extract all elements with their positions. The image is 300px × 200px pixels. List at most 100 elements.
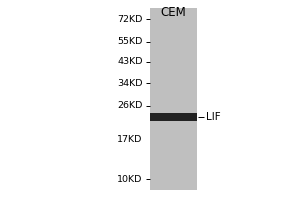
- Bar: [150, 20, 196, 21]
- Bar: [150, 104, 196, 105]
- Bar: [150, 165, 196, 166]
- Bar: [150, 72, 196, 73]
- Bar: [150, 53, 196, 54]
- Text: 34KD: 34KD: [117, 79, 142, 88]
- Bar: [150, 108, 196, 109]
- Bar: [150, 83, 196, 84]
- Bar: [150, 95, 196, 96]
- Bar: [150, 36, 196, 37]
- Bar: [150, 168, 196, 169]
- Text: LIF: LIF: [206, 112, 220, 122]
- Bar: [150, 127, 196, 128]
- Bar: [150, 21, 196, 22]
- Bar: [150, 49, 196, 50]
- Bar: [150, 149, 196, 150]
- Bar: [150, 154, 196, 155]
- Bar: [150, 9, 196, 10]
- Bar: [150, 110, 196, 111]
- Bar: [150, 19, 196, 20]
- Bar: [150, 13, 196, 14]
- Bar: [150, 67, 196, 68]
- Bar: [150, 65, 196, 66]
- Bar: [150, 91, 196, 92]
- Bar: [150, 146, 196, 147]
- Bar: [150, 139, 196, 140]
- Bar: [150, 166, 196, 167]
- Text: 26KD: 26KD: [117, 101, 142, 110]
- Bar: [150, 114, 196, 115]
- Bar: [150, 61, 196, 62]
- Bar: [150, 171, 196, 172]
- Bar: [150, 75, 196, 76]
- Bar: [150, 126, 196, 127]
- Bar: [150, 35, 196, 36]
- Bar: [150, 76, 196, 77]
- Bar: [150, 143, 196, 144]
- Bar: [150, 34, 196, 35]
- Bar: [150, 140, 196, 141]
- Bar: [150, 41, 196, 42]
- Bar: [150, 117, 196, 118]
- Bar: [150, 55, 196, 56]
- Bar: [150, 120, 196, 121]
- Bar: [150, 60, 196, 61]
- Bar: [150, 17, 196, 18]
- Bar: [150, 124, 196, 125]
- Bar: [150, 185, 196, 186]
- Bar: [150, 89, 196, 90]
- Bar: [150, 178, 196, 179]
- Bar: [150, 176, 196, 177]
- Bar: [150, 130, 196, 131]
- Bar: [150, 160, 196, 161]
- Bar: [150, 32, 196, 33]
- Bar: [150, 71, 196, 72]
- Bar: [150, 12, 196, 13]
- Bar: [150, 177, 196, 178]
- Bar: [150, 138, 196, 139]
- Bar: [150, 119, 196, 120]
- Bar: [150, 122, 196, 123]
- Bar: [150, 56, 196, 57]
- Bar: [150, 78, 196, 79]
- Bar: [150, 187, 196, 188]
- Bar: [150, 155, 196, 156]
- Text: 10KD: 10KD: [117, 174, 142, 184]
- Text: 17KD: 17KD: [117, 134, 142, 144]
- Bar: [150, 105, 196, 106]
- Bar: [150, 24, 196, 25]
- Bar: [150, 186, 196, 187]
- Bar: [150, 99, 196, 100]
- Bar: [150, 98, 196, 99]
- Bar: [150, 113, 196, 114]
- Bar: [150, 173, 196, 174]
- Bar: [150, 63, 196, 64]
- Bar: [150, 136, 196, 137]
- Bar: [150, 11, 196, 12]
- Bar: [150, 10, 196, 11]
- Bar: [150, 134, 196, 135]
- Bar: [150, 113, 196, 121]
- Bar: [150, 148, 196, 149]
- Bar: [150, 48, 196, 49]
- Bar: [150, 68, 196, 69]
- Bar: [150, 141, 196, 142]
- Bar: [150, 152, 196, 153]
- Bar: [150, 175, 196, 176]
- Bar: [150, 180, 196, 181]
- Bar: [150, 153, 196, 154]
- Bar: [150, 164, 196, 165]
- Bar: [150, 29, 196, 30]
- Bar: [150, 54, 196, 55]
- Bar: [150, 26, 196, 27]
- Bar: [150, 115, 196, 116]
- Bar: [150, 40, 196, 41]
- Bar: [150, 118, 196, 119]
- Bar: [150, 184, 196, 185]
- Bar: [150, 107, 196, 108]
- Bar: [150, 79, 196, 80]
- Bar: [150, 131, 196, 132]
- Bar: [150, 87, 196, 88]
- Bar: [150, 28, 196, 29]
- Bar: [150, 23, 196, 24]
- Bar: [150, 64, 196, 65]
